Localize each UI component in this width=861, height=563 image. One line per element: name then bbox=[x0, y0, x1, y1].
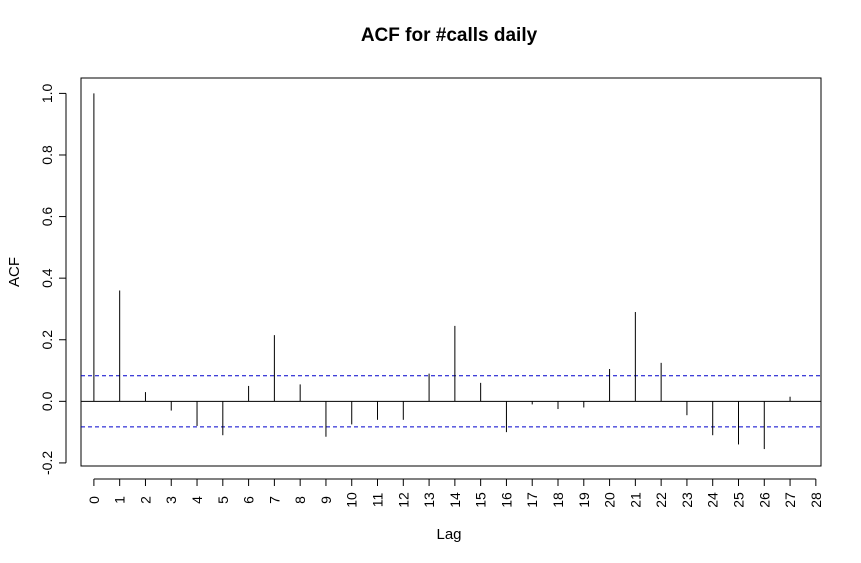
x-tick-label: 10 bbox=[344, 492, 360, 508]
chart-title: ACF for #calls daily bbox=[361, 25, 538, 46]
x-tick-label: 11 bbox=[370, 493, 386, 508]
x-tick-label: 0 bbox=[86, 496, 102, 504]
reference-lines bbox=[81, 375, 821, 428]
x-axis: 0 1 2 3 4 5 6 7 8 9 10 11 12 13 14 15 16 17 18 19 20 21 22 23 24… bbox=[86, 478, 824, 508]
x-tick-label: 5 bbox=[215, 496, 231, 504]
x-tick-label: 19 bbox=[576, 492, 592, 508]
x-tick-label: 6 bbox=[241, 496, 257, 504]
y-axis: -0.2 0.0 0.2 0.4 0.6 0.8 1.0 bbox=[39, 83, 67, 475]
x-tick-label: 2 bbox=[137, 496, 153, 504]
x-tick-label: 14 bbox=[447, 492, 463, 508]
x-tick-label: 17 bbox=[524, 492, 540, 508]
y-tick-label: 0.2 bbox=[39, 330, 55, 350]
x-tick-label: 8 bbox=[292, 496, 308, 504]
y-tick-label: 0.6 bbox=[39, 207, 55, 227]
x-tick-label: 9 bbox=[318, 496, 334, 504]
x-tick-label: 27 bbox=[782, 492, 798, 508]
x-tick-label: 16 bbox=[498, 492, 514, 508]
x-tick-label: 20 bbox=[602, 492, 618, 508]
x-tick-label: 24 bbox=[705, 492, 721, 508]
x-tick-label: 7 bbox=[266, 496, 282, 504]
x-tick-label: 3 bbox=[163, 496, 179, 504]
x-axis-label: Lag bbox=[436, 526, 461, 543]
x-tick-label: 28 bbox=[808, 492, 824, 508]
x-tick-label: 23 bbox=[679, 492, 695, 508]
acf-spikes bbox=[93, 93, 791, 450]
x-tick-label: 25 bbox=[730, 492, 746, 508]
x-tick-label: 4 bbox=[189, 496, 205, 504]
y-tick-label: 1.0 bbox=[39, 83, 55, 103]
x-tick-label: 15 bbox=[473, 492, 489, 508]
x-tick-label: 12 bbox=[395, 492, 411, 508]
x-tick-label: 13 bbox=[421, 492, 437, 508]
plot-frame bbox=[80, 77, 822, 467]
y-tick-label: 0.4 bbox=[39, 268, 55, 288]
y-tick-label: 0.0 bbox=[39, 391, 55, 411]
x-tick-label: 1 bbox=[112, 496, 128, 504]
y-tick-label: -0.2 bbox=[39, 451, 55, 475]
x-tick-label: 22 bbox=[653, 492, 669, 508]
x-tick-label: 18 bbox=[550, 492, 566, 508]
y-tick-label: 0.8 bbox=[39, 145, 55, 165]
x-tick-label: 26 bbox=[756, 492, 772, 508]
y-axis-label: ACF bbox=[6, 257, 23, 287]
x-tick-label: 21 bbox=[627, 492, 643, 508]
